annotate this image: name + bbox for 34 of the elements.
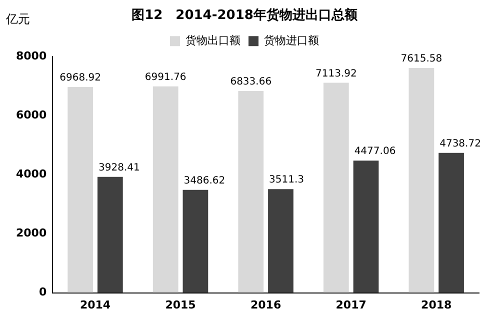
bar — [68, 87, 94, 293]
bar — [408, 68, 434, 293]
bar — [182, 190, 208, 293]
bar — [238, 91, 264, 293]
bar — [323, 82, 349, 293]
y-tick-label: 8000 — [16, 49, 47, 62]
bar — [97, 176, 123, 293]
x-tick-label: 2014 — [80, 298, 111, 312]
x-tick-label: 2016 — [250, 298, 282, 312]
data-label: 7615.58 — [400, 54, 442, 65]
data-label: 4477.06 — [354, 146, 396, 158]
data-label: 3486.62 — [184, 175, 226, 186]
chart-title: 图12 2014-2018年货物进出口总额 — [132, 7, 358, 24]
data-label: 4738.72 — [440, 138, 481, 150]
x-tick-label: 2018 — [421, 298, 452, 312]
x-tick-label: 2015 — [165, 298, 196, 312]
bar — [152, 86, 178, 293]
data-label: 6991.76 — [144, 72, 186, 83]
data-label: 7113.92 — [315, 68, 357, 80]
legend-label: 货物出口额 — [186, 34, 240, 47]
data-label: 6968.92 — [60, 72, 102, 84]
y-tick-label: 4000 — [16, 168, 47, 181]
bar — [353, 160, 379, 293]
y-axis-title: 亿元 — [5, 12, 30, 26]
bar — [438, 152, 464, 293]
y-tick-label: 6000 — [16, 108, 47, 122]
y-tick-label: 0 — [38, 286, 47, 299]
data-label: 6833.66 — [230, 76, 272, 88]
bar — [268, 189, 294, 293]
data-label: 3511.3 — [269, 174, 304, 186]
data-label: 3928.41 — [98, 162, 140, 174]
y-tick-label: 2000 — [16, 226, 47, 240]
x-tick-label: 2017 — [336, 298, 366, 312]
legend-label: 货物进口额 — [264, 34, 319, 47]
